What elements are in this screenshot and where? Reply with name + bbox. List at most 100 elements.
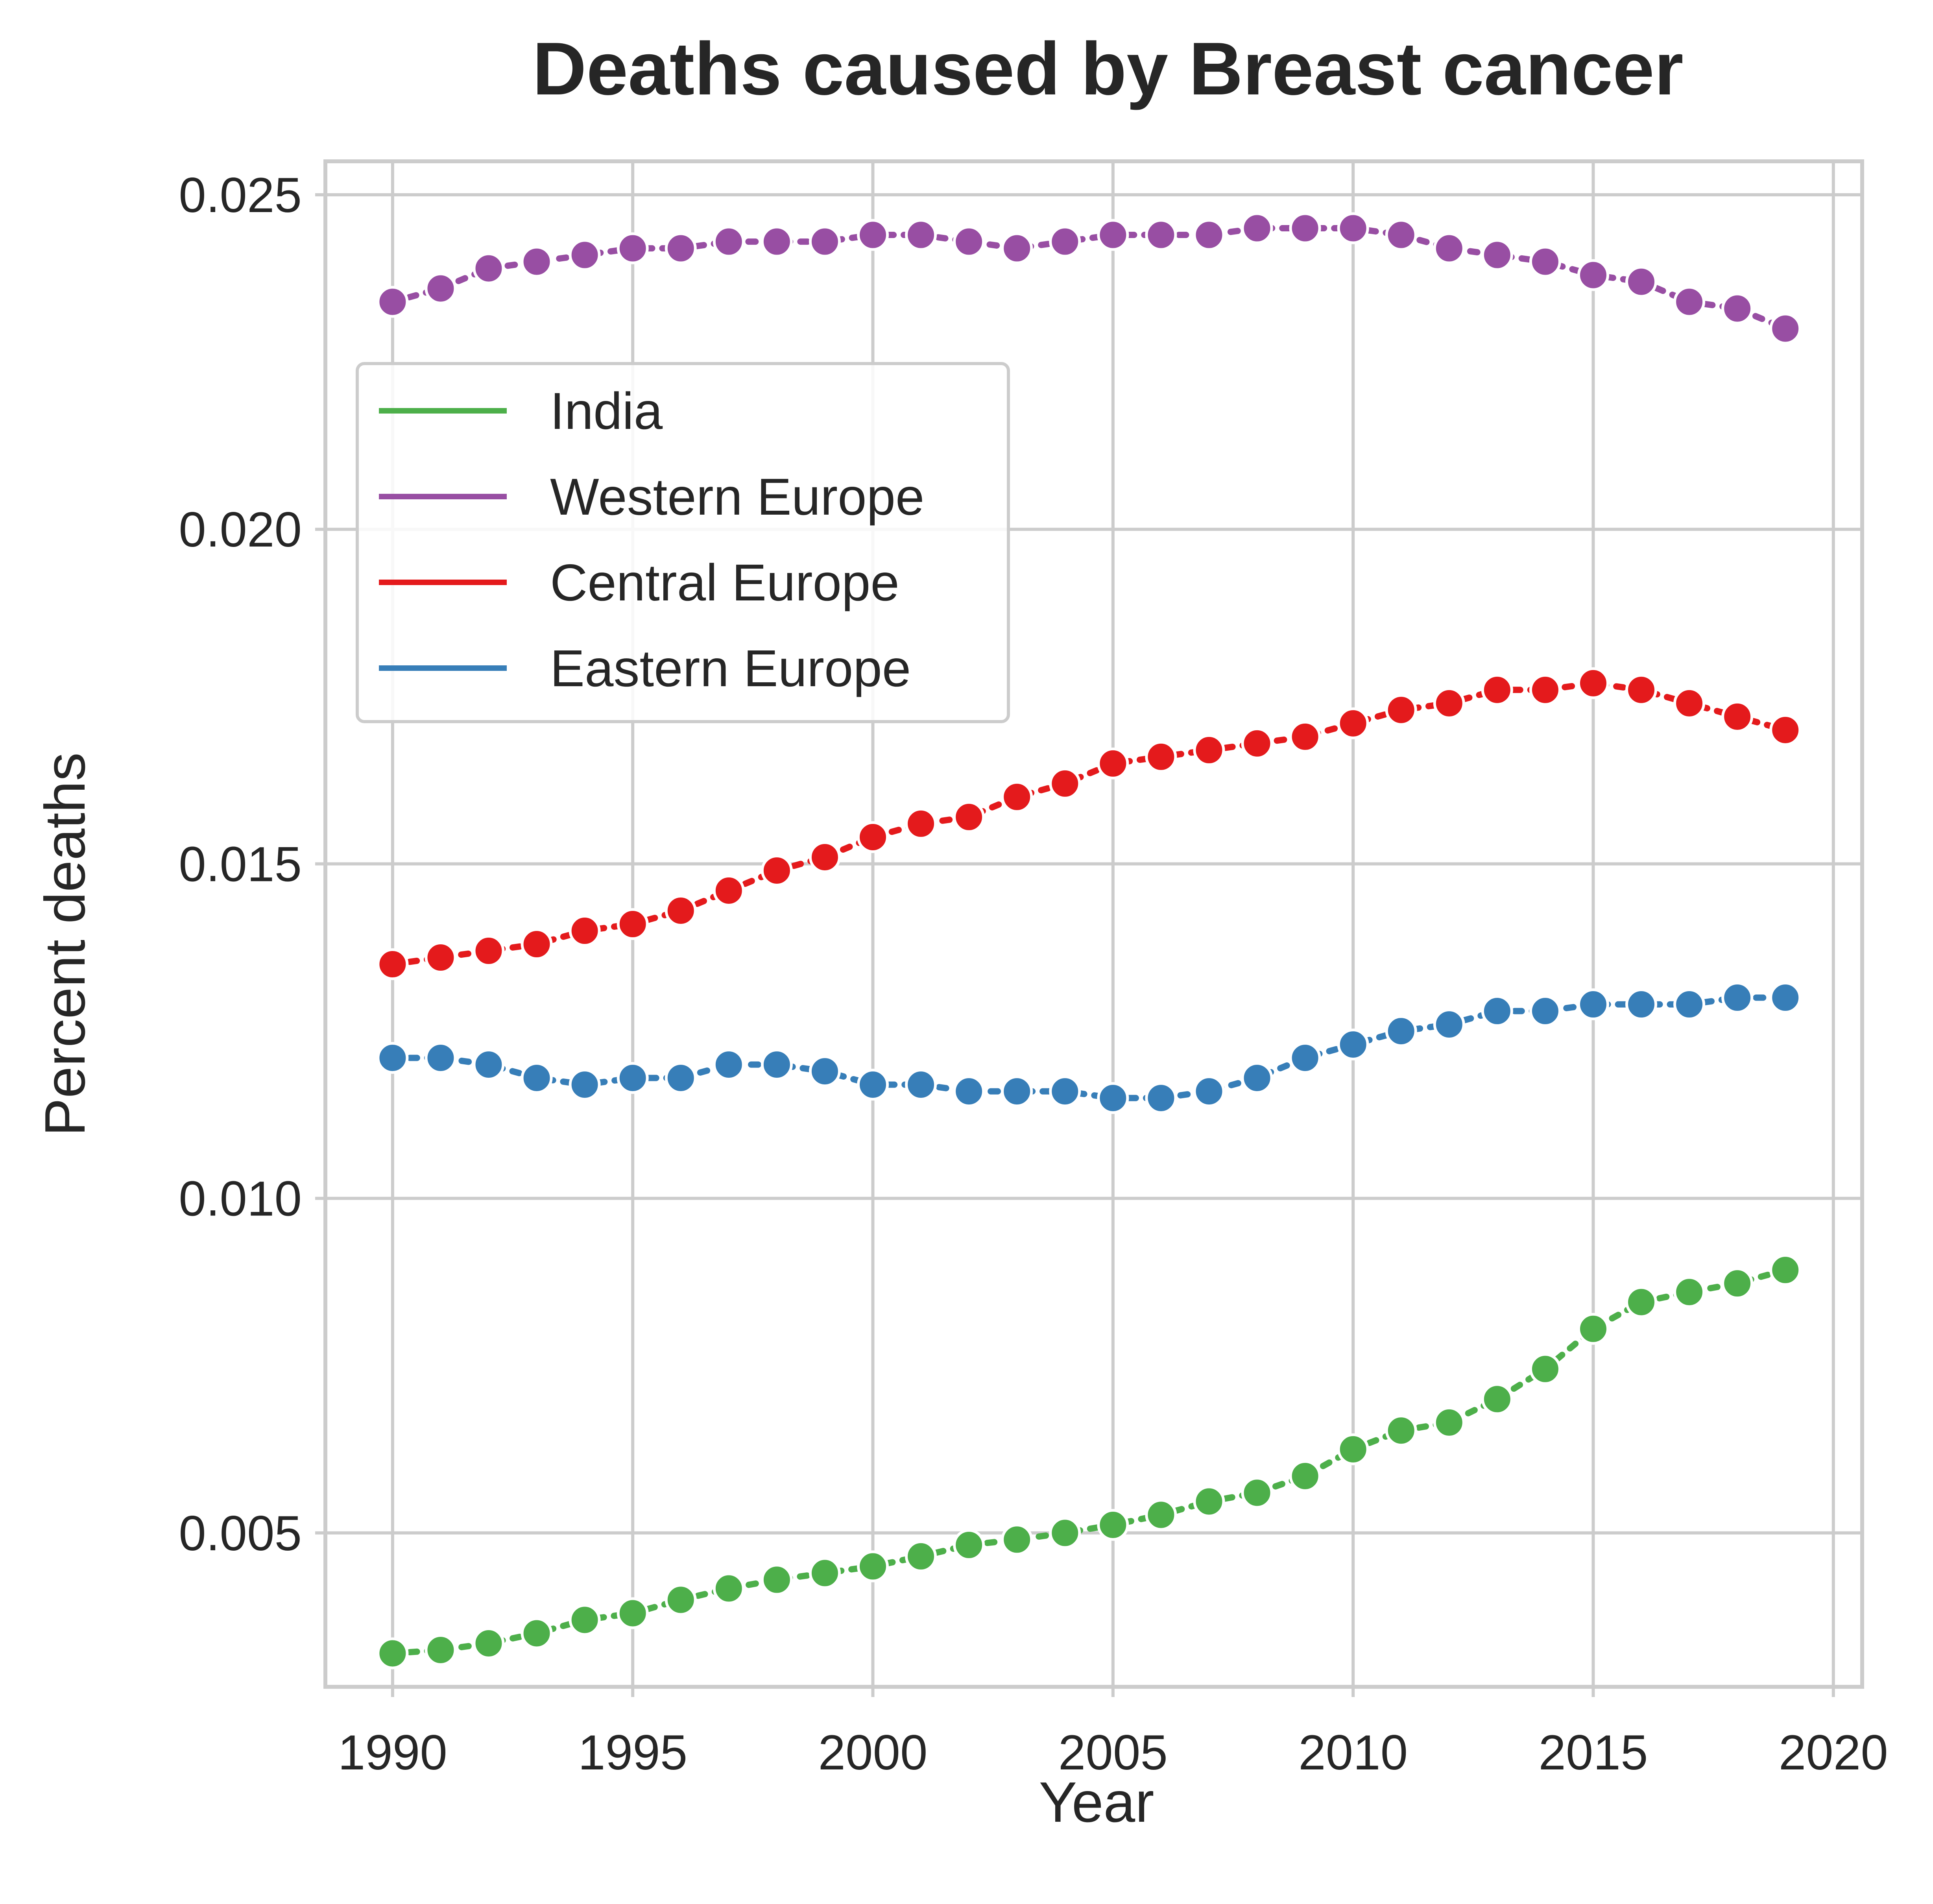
data-point (905, 1069, 937, 1101)
data-point (1145, 219, 1177, 251)
data-point (1721, 1267, 1754, 1300)
data-point (1577, 988, 1609, 1021)
data-point (713, 874, 745, 907)
data-point (1625, 674, 1658, 706)
data-point (1625, 266, 1658, 298)
data-point (1673, 687, 1706, 719)
data-point (1097, 1082, 1129, 1114)
data-point (1769, 982, 1802, 1014)
data-point (1337, 212, 1369, 244)
data-point (1145, 1499, 1177, 1531)
data-point (665, 1584, 697, 1616)
data-point (521, 1617, 553, 1649)
series-india (377, 1254, 1802, 1669)
y-tick-label: 0.005 (179, 1506, 302, 1561)
data-point (1529, 1353, 1561, 1385)
data-point (1721, 982, 1754, 1014)
x-axis-ticks: 1990 1995 2000 2005 2010 2015 2020 (338, 1687, 1888, 1780)
data-point (569, 915, 601, 947)
legend-box (356, 362, 1010, 723)
data-point (1289, 1042, 1321, 1074)
data-point (857, 219, 889, 251)
data-point (1001, 1524, 1033, 1556)
data-point (1001, 232, 1033, 264)
data-point (1241, 727, 1273, 759)
data-point (953, 1529, 985, 1561)
data-point (1433, 1406, 1465, 1439)
legend: India Western Europe Central Europe Eastern… (356, 362, 1010, 723)
data-point (1481, 1383, 1513, 1415)
data-point (1049, 767, 1081, 800)
data-point (857, 1550, 889, 1583)
x-tick-label: 2020 (1779, 1725, 1888, 1780)
data-point (1193, 734, 1225, 766)
data-point (713, 1572, 745, 1605)
data-point (1049, 1075, 1081, 1108)
data-point (1337, 707, 1369, 739)
data-point (1577, 259, 1609, 291)
x-tick-label: 2010 (1298, 1725, 1408, 1780)
data-point (809, 1557, 841, 1589)
data-point (1769, 714, 1802, 746)
data-point (1001, 1075, 1033, 1108)
series-line (389, 680, 1789, 968)
x-tick-label: 2015 (1538, 1725, 1648, 1780)
data-point (953, 1075, 985, 1108)
data-point (617, 232, 649, 264)
data-point (1721, 700, 1754, 733)
data-point (905, 219, 937, 251)
data-point (857, 821, 889, 853)
data-point (569, 239, 601, 271)
data-point (905, 1540, 937, 1572)
legend-item: India (379, 382, 663, 440)
data-point (473, 935, 505, 967)
data-point (377, 286, 409, 318)
data-point (1529, 246, 1561, 278)
y-tick-label: 0.010 (179, 1172, 302, 1226)
data-point (1145, 1082, 1177, 1114)
data-point (1673, 988, 1706, 1021)
x-tick-label: 1990 (338, 1725, 447, 1780)
data-point (377, 1042, 409, 1074)
data-point (1769, 1254, 1802, 1286)
data-point (713, 225, 745, 258)
data-point (521, 928, 553, 960)
data-point (1097, 747, 1129, 779)
data-point (1193, 1075, 1225, 1108)
plot-frame (323, 159, 1864, 1689)
legend-item: Western Europe (379, 468, 924, 526)
data-point (1097, 219, 1129, 251)
x-tick-label: 2000 (818, 1725, 927, 1780)
data-point (1385, 1415, 1417, 1447)
data-point (1289, 720, 1321, 753)
legend-label: India (550, 382, 663, 440)
data-point (1385, 694, 1417, 726)
data-point (1721, 292, 1754, 325)
data-point (425, 942, 457, 974)
data-point (1769, 312, 1802, 345)
data-point (617, 1062, 649, 1094)
data-point (905, 807, 937, 840)
data-point (1529, 995, 1561, 1027)
data-point (1433, 232, 1465, 264)
y-tick-label: 0.015 (179, 837, 302, 892)
data-point (1625, 1286, 1658, 1318)
chart-title: Deaths caused by Breast cancer (532, 27, 1683, 111)
y-axis-label: Percent deaths (33, 752, 97, 1136)
series-line (389, 994, 1789, 1101)
data-point (761, 1049, 793, 1081)
data-point (809, 841, 841, 873)
y-tick-label: 0.025 (179, 168, 302, 223)
data-point (1049, 1517, 1081, 1549)
data-point (1289, 212, 1321, 244)
data-point (1577, 667, 1609, 699)
data-point (809, 1055, 841, 1088)
data-point (1241, 212, 1273, 244)
data-point (521, 246, 553, 278)
data-point (377, 948, 409, 981)
data-point (1673, 1276, 1706, 1308)
data-point (425, 1042, 457, 1074)
data-point (377, 1637, 409, 1669)
data-point (1193, 219, 1225, 251)
data-point (425, 1634, 457, 1666)
